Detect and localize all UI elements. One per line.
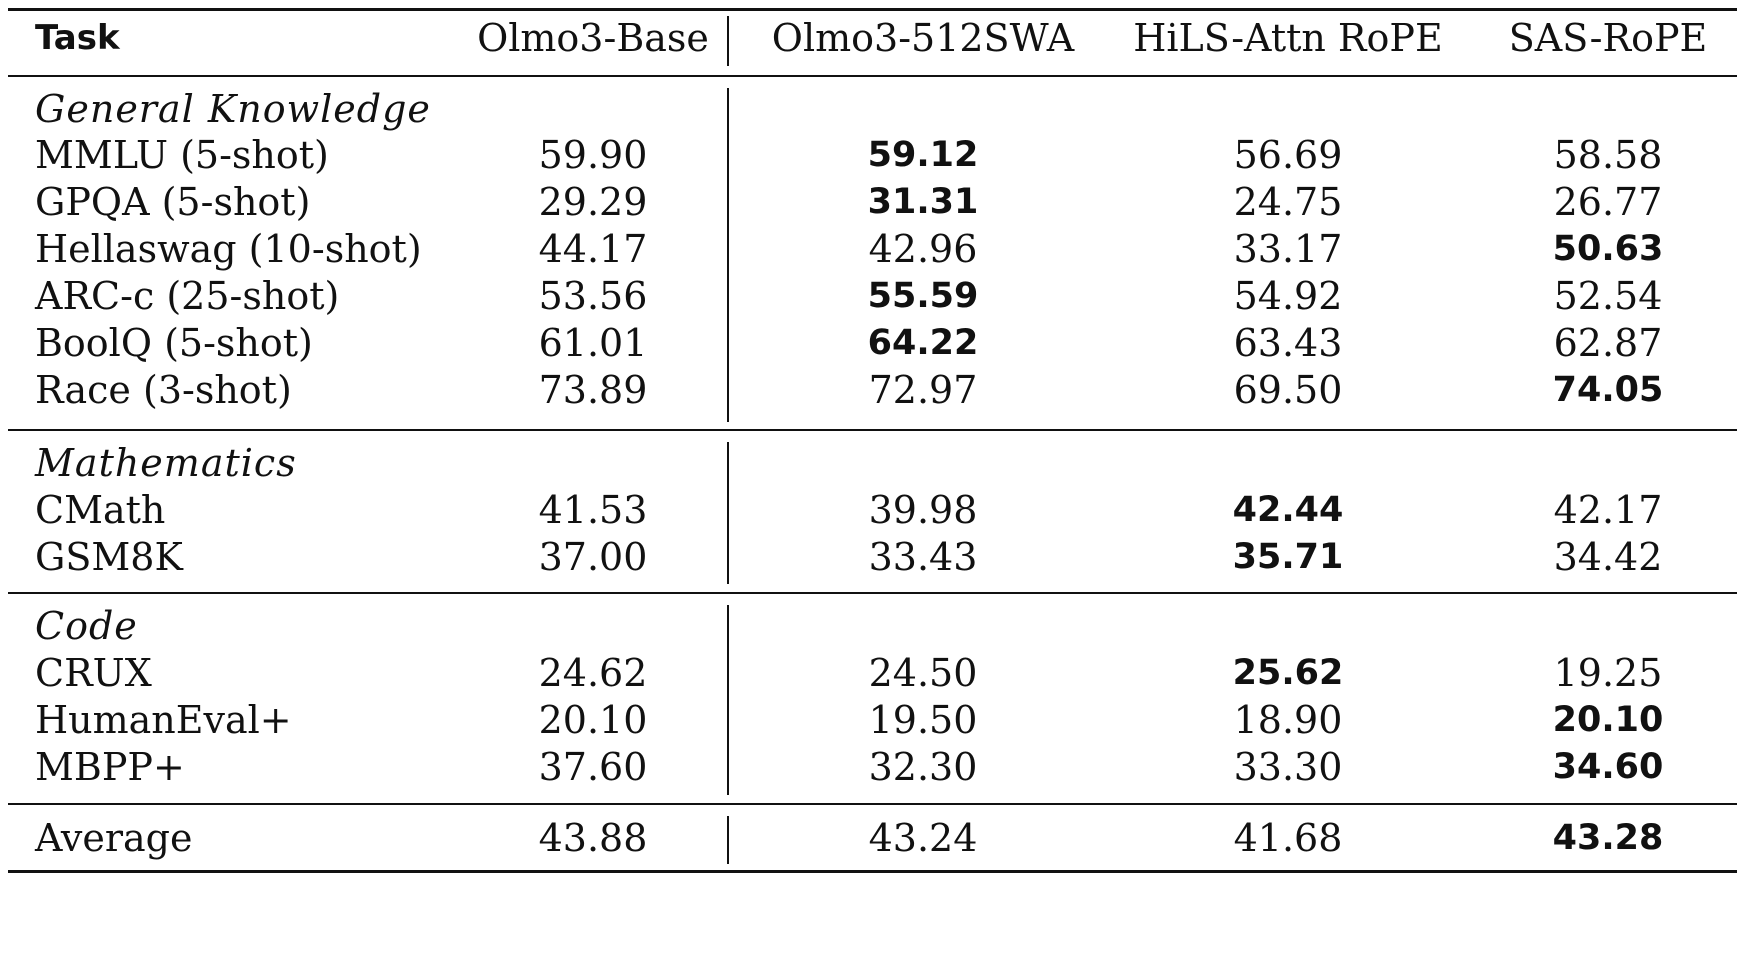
value-hils-attn-rope: 69.50 bbox=[1233, 368, 1343, 412]
value-olmo3-512swa: 19.50 bbox=[868, 698, 978, 742]
task-name: GSM8K bbox=[35, 535, 183, 579]
task-name: MBPP+ bbox=[35, 745, 185, 789]
value-olmo3-512swa: 39.98 bbox=[868, 488, 978, 532]
table-row: ARC-c (25-shot) 53.56 55.59 54.92 52.54 bbox=[8, 270, 1737, 323]
task-name: BoolQ (5-shot) bbox=[35, 321, 313, 365]
table-row: GSM8K 37.00 33.43 35.71 34.42 bbox=[8, 531, 1737, 584]
table-row: CRUX 24.62 24.50 25.62 19.25 bbox=[8, 647, 1737, 700]
value-olmo3-512swa: 33.43 bbox=[868, 535, 978, 579]
value-hils-attn-rope: 63.43 bbox=[1233, 321, 1343, 365]
section-title-row: Code bbox=[8, 600, 1737, 653]
value-hils-attn-rope: 41.68 bbox=[1233, 816, 1343, 860]
section-title-row: General Knowledge bbox=[8, 83, 1737, 136]
section-1-divider bbox=[727, 88, 729, 422]
table-row: CMath 41.53 39.98 42.44 42.17 bbox=[8, 484, 1737, 537]
value-olmo3-512swa: 59.12 bbox=[867, 135, 979, 175]
top-rule bbox=[8, 8, 1737, 11]
section-3-divider bbox=[727, 605, 729, 795]
table-row: Hellaswag (10-shot) 44.17 42.96 33.17 50… bbox=[8, 223, 1737, 276]
value-olmo3-base: 44.17 bbox=[538, 227, 648, 271]
value-sas-rope: 20.10 bbox=[1552, 700, 1664, 740]
section-title: General Knowledge bbox=[35, 87, 431, 131]
value-olmo3-base: 73.89 bbox=[538, 368, 648, 412]
section-title: Code bbox=[35, 604, 138, 648]
value-olmo3-512swa: 24.50 bbox=[868, 651, 978, 695]
average-divider bbox=[727, 816, 729, 864]
header-rule bbox=[8, 75, 1737, 77]
value-olmo3-base: 41.53 bbox=[538, 488, 648, 532]
task-name: HumanEval+ bbox=[35, 698, 292, 742]
table-row: BoolQ (5-shot) 61.01 64.22 63.43 62.87 bbox=[8, 317, 1737, 370]
value-sas-rope: 42.17 bbox=[1553, 488, 1663, 532]
value-olmo3-base: 37.60 bbox=[538, 745, 648, 789]
table-row: MBPP+ 37.60 32.30 33.30 34.60 bbox=[8, 741, 1737, 794]
average-label: Average bbox=[35, 816, 193, 860]
value-olmo3-base: 59.90 bbox=[538, 133, 648, 177]
section-2-divider bbox=[727, 442, 729, 584]
task-name: CMath bbox=[35, 488, 166, 532]
value-sas-rope: 52.54 bbox=[1553, 274, 1663, 318]
value-olmo3-512swa: 72.97 bbox=[868, 368, 978, 412]
value-hils-attn-rope: 42.44 bbox=[1232, 490, 1344, 530]
task-name: MMLU (5-shot) bbox=[35, 133, 329, 177]
value-olmo3-512swa: 43.24 bbox=[868, 816, 978, 860]
task-name: CRUX bbox=[35, 651, 152, 695]
value-sas-rope: 19.25 bbox=[1553, 651, 1663, 695]
value-hils-attn-rope: 33.17 bbox=[1233, 227, 1343, 271]
value-olmo3-base: 20.10 bbox=[538, 698, 648, 742]
value-olmo3-base: 29.29 bbox=[538, 180, 648, 224]
value-sas-rope: 50.63 bbox=[1552, 229, 1664, 269]
value-sas-rope: 62.87 bbox=[1553, 321, 1663, 365]
value-sas-rope: 74.05 bbox=[1552, 370, 1664, 410]
header-divider bbox=[727, 16, 729, 66]
value-sas-rope: 26.77 bbox=[1553, 180, 1663, 224]
value-olmo3-base: 37.00 bbox=[538, 535, 648, 579]
section-title: Mathematics bbox=[35, 441, 297, 485]
value-olmo3-base: 43.88 bbox=[538, 816, 648, 860]
section-rule bbox=[8, 429, 1737, 431]
header-task: Task bbox=[35, 18, 120, 58]
value-olmo3-512swa: 42.96 bbox=[868, 227, 978, 271]
value-olmo3-base: 24.62 bbox=[538, 651, 648, 695]
table-row: HumanEval+ 20.10 19.50 18.90 20.10 bbox=[8, 694, 1737, 747]
header-col-3: HiLS-Attn RoPE bbox=[1133, 16, 1443, 60]
value-hils-attn-rope: 33.30 bbox=[1233, 745, 1343, 789]
value-hils-attn-rope: 35.71 bbox=[1232, 537, 1344, 577]
value-hils-attn-rope: 54.92 bbox=[1233, 274, 1343, 318]
value-olmo3-base: 53.56 bbox=[538, 274, 648, 318]
value-sas-rope: 43.28 bbox=[1552, 818, 1664, 858]
value-sas-rope: 34.60 bbox=[1552, 747, 1664, 787]
value-olmo3-512swa: 55.59 bbox=[867, 276, 979, 316]
header-col-4: SAS-RoPE bbox=[1508, 16, 1708, 60]
value-olmo3-base: 61.01 bbox=[538, 321, 648, 365]
table-row: Race (3-shot) 73.89 72.97 69.50 74.05 bbox=[8, 364, 1737, 417]
value-hils-attn-rope: 24.75 bbox=[1233, 180, 1343, 224]
value-olmo3-512swa: 32.30 bbox=[868, 745, 978, 789]
value-sas-rope: 58.58 bbox=[1553, 133, 1663, 177]
task-name: ARC-c (25-shot) bbox=[35, 274, 340, 318]
value-hils-attn-rope: 18.90 bbox=[1233, 698, 1343, 742]
value-sas-rope: 34.42 bbox=[1553, 535, 1663, 579]
value-olmo3-512swa: 64.22 bbox=[867, 323, 979, 363]
header-row: Task Olmo3-Base Olmo3-512SWA HiLS-Attn R… bbox=[8, 12, 1737, 65]
value-hils-attn-rope: 56.69 bbox=[1233, 133, 1343, 177]
table-row: GPQA (5-shot) 29.29 31.31 24.75 26.77 bbox=[8, 176, 1737, 229]
average-row: Average 43.88 43.24 41.68 43.28 bbox=[8, 812, 1737, 865]
task-name: GPQA (5-shot) bbox=[35, 180, 311, 224]
value-hils-attn-rope: 25.62 bbox=[1232, 653, 1344, 693]
table-row: MMLU (5-shot) 59.90 59.12 56.69 58.58 bbox=[8, 129, 1737, 182]
header-col-1: Olmo3-Base bbox=[477, 16, 709, 60]
value-olmo3-512swa: 31.31 bbox=[867, 182, 979, 222]
section-rule bbox=[8, 803, 1737, 805]
task-name: Race (3-shot) bbox=[35, 368, 292, 412]
bottom-rule bbox=[8, 870, 1737, 873]
task-name: Hellaswag (10-shot) bbox=[35, 227, 422, 271]
section-title-row: Mathematics bbox=[8, 437, 1737, 490]
header-col-2: Olmo3-512SWA bbox=[771, 16, 1075, 60]
section-rule bbox=[8, 592, 1737, 594]
